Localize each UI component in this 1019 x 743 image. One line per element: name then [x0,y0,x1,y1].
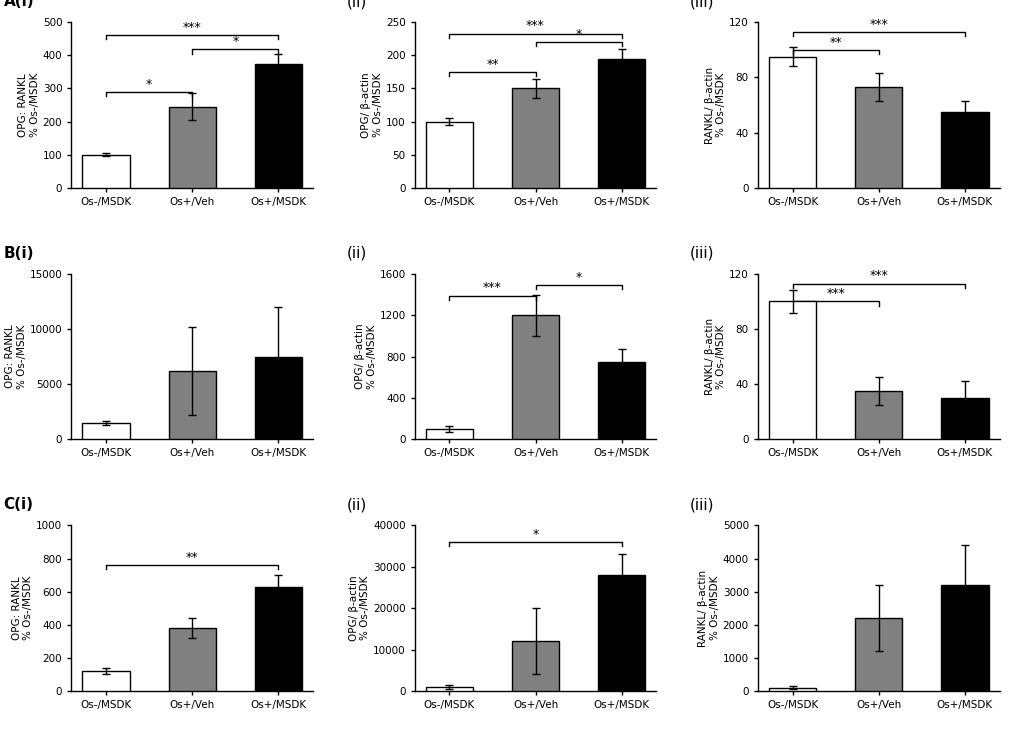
Bar [941,112,987,188]
Y-axis label: RANKL/ β-actin
% Os-/MSDK: RANKL/ β-actin % Os-/MSDK [704,66,726,143]
Text: **: ** [486,58,498,71]
Bar [168,371,216,439]
Text: (iii): (iii) [690,0,714,9]
Bar [854,87,902,188]
Bar [512,88,558,188]
Bar [255,587,302,691]
Text: ***: *** [868,269,888,282]
Y-axis label: OPG/ β-actin
% Os-/MSDK: OPG/ β-actin % Os-/MSDK [361,72,383,138]
Bar [425,687,473,691]
Bar [854,391,902,439]
Bar [83,671,129,691]
Text: ***: *** [825,288,844,300]
Bar [941,585,987,691]
Text: ***: *** [526,19,544,32]
Text: (ii): (ii) [346,246,367,261]
Bar [83,155,129,188]
Bar [168,628,216,691]
Text: *: * [532,528,538,541]
Bar [425,429,473,439]
Bar [255,64,302,188]
Bar [768,688,815,691]
Y-axis label: OPG: RANKL
% Os-/MSDK: OPG: RANKL % Os-/MSDK [18,73,40,137]
Y-axis label: OPG: RANKL
% Os-/MSDK: OPG: RANKL % Os-/MSDK [5,325,26,389]
Text: (iii): (iii) [690,497,714,512]
Y-axis label: RANKL/ β-actin
% Os-/MSDK: RANKL/ β-actin % Os-/MSDK [698,570,719,647]
Text: C(i): C(i) [4,497,34,512]
Text: (ii): (ii) [346,497,367,512]
Bar [768,302,815,439]
Text: ***: *** [483,282,501,294]
Text: A(i): A(i) [4,0,35,9]
Bar [597,59,645,188]
Y-axis label: RANKL/ β-actin
% Os-/MSDK: RANKL/ β-actin % Os-/MSDK [704,318,726,395]
Bar [597,362,645,439]
Text: *: * [575,28,581,41]
Text: B(i): B(i) [4,246,35,261]
Text: (iii): (iii) [690,246,714,261]
Bar [168,107,216,188]
Bar [255,357,302,439]
Bar [941,398,987,439]
Text: (ii): (ii) [346,0,367,9]
Bar [512,641,558,691]
Y-axis label: OPG/ β-actin
% Os-/MSDK: OPG/ β-actin % Os-/MSDK [348,575,370,641]
Text: ***: *** [868,18,888,30]
Text: *: * [232,35,238,48]
Bar [83,423,129,439]
Y-axis label: OPG: RANKL
% Os-/MSDK: OPG: RANKL % Os-/MSDK [12,576,34,640]
Text: *: * [575,271,581,284]
Bar [512,315,558,439]
Bar [854,618,902,691]
Bar [768,56,815,188]
Bar [425,122,473,188]
Text: ***: *** [182,21,202,33]
Bar [597,575,645,691]
Y-axis label: OPG/ β-actin
% Os-/MSDK: OPG/ β-actin % Os-/MSDK [355,324,376,389]
Text: **: ** [828,36,841,48]
Text: **: ** [185,551,199,564]
Text: *: * [146,77,152,91]
